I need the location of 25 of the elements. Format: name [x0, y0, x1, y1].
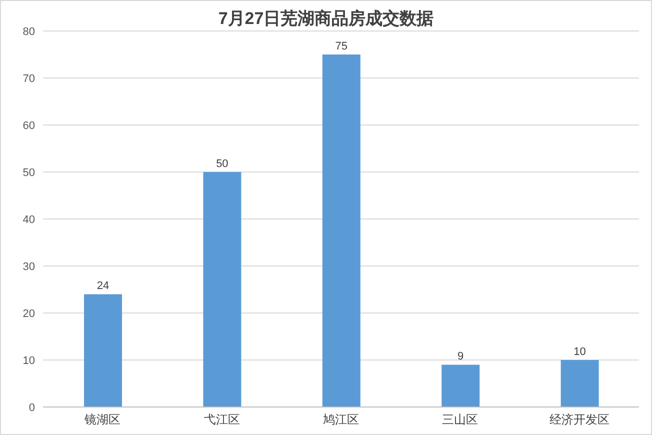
y-tick-label: 80: [22, 26, 35, 38]
x-tick-label: 弋江区: [204, 412, 240, 427]
data-label: 50: [216, 158, 228, 170]
y-tick-label: 10: [22, 354, 35, 367]
bar: [322, 54, 360, 407]
y-tick-label: 30: [22, 260, 35, 273]
y-tick-label: 50: [22, 166, 35, 179]
x-tick-label: 经济开发区: [549, 412, 610, 427]
y-tick-label: 20: [22, 308, 35, 320]
data-label: 10: [574, 346, 586, 358]
y-tick-label: 70: [22, 72, 35, 85]
y-tick-label: 60: [22, 120, 35, 132]
bar: [442, 364, 480, 407]
data-label: 9: [458, 350, 464, 363]
x-tick-label: 镜湖区: [84, 412, 121, 427]
y-tick-label: 40: [22, 214, 35, 226]
x-tick-label: 鸠江区: [323, 412, 359, 427]
chart-title: 7月27日芜湖商品房成交数据: [218, 9, 434, 28]
y-tick-label: 0: [28, 402, 35, 414]
data-label: 24: [96, 280, 110, 292]
x-tick-label: 三山区: [442, 412, 478, 427]
bar: [84, 294, 122, 407]
bar: [203, 172, 242, 407]
data-label: 75: [335, 40, 348, 52]
bar: [560, 360, 599, 407]
